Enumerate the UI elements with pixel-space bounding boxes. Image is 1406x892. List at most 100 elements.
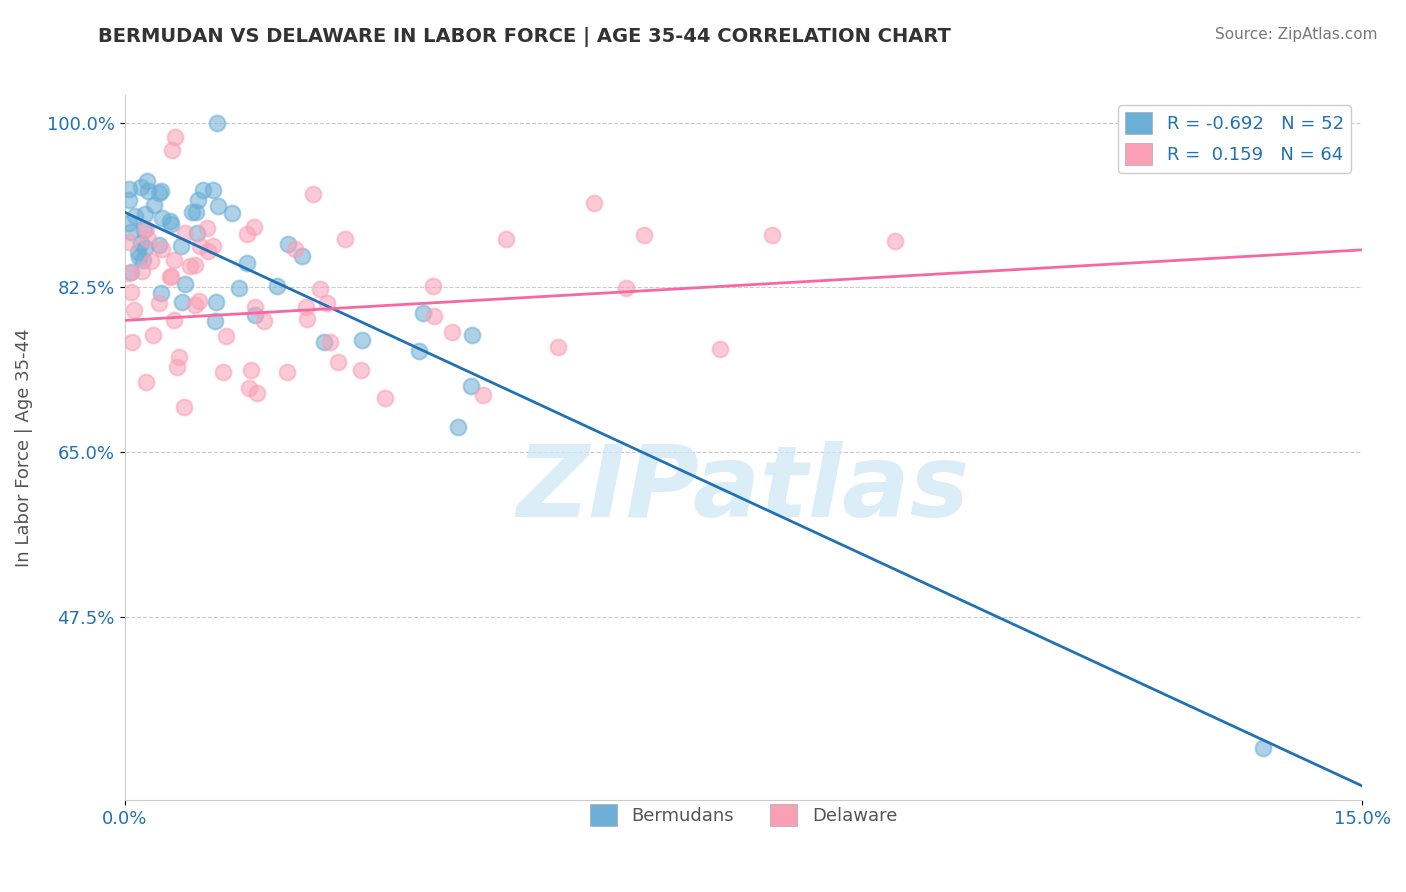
Y-axis label: In Labor Force | Age 35-44: In Labor Force | Age 35-44 [15, 328, 32, 566]
Point [350, 363, 373, 377]
Point [221, 206, 243, 220]
Point [333, 232, 356, 246]
Point [150, 211, 173, 226]
Point [118, 193, 141, 207]
Point [202, 183, 225, 197]
Point [142, 327, 165, 342]
Point [207, 116, 229, 130]
Point [163, 313, 186, 327]
Point [235, 256, 257, 270]
Point [148, 186, 170, 200]
Point [295, 300, 318, 314]
Point [246, 386, 269, 401]
Point [495, 232, 517, 246]
Point [215, 329, 238, 343]
Point [374, 391, 396, 405]
Point [290, 249, 312, 263]
Point [174, 277, 197, 291]
Point [166, 359, 188, 374]
Point [184, 204, 207, 219]
Point [120, 285, 142, 299]
Point [211, 365, 233, 379]
Point [884, 234, 907, 248]
Point [188, 294, 211, 309]
Point [135, 174, 157, 188]
Point [163, 252, 186, 267]
Point [187, 193, 209, 207]
Point [441, 325, 464, 339]
Point [120, 225, 142, 239]
Point [118, 266, 141, 280]
Point [447, 420, 470, 434]
Point [277, 236, 299, 251]
Point [204, 295, 226, 310]
Point [243, 309, 266, 323]
Point [1253, 741, 1275, 756]
Point [160, 218, 183, 232]
Point [408, 344, 430, 359]
Point [184, 258, 207, 272]
Point [309, 282, 332, 296]
Point [121, 335, 143, 350]
Point [316, 295, 339, 310]
Point [460, 328, 482, 343]
Point [132, 252, 155, 267]
Point [149, 285, 172, 300]
Text: Source: ZipAtlas.com: Source: ZipAtlas.com [1215, 27, 1378, 42]
Point [547, 339, 569, 353]
Point [243, 220, 266, 235]
Point [312, 334, 335, 349]
Point [295, 312, 318, 326]
Point [326, 354, 349, 368]
Point [276, 365, 298, 379]
Point [160, 269, 183, 284]
Point [284, 242, 307, 256]
Point [184, 298, 207, 312]
Point [150, 243, 173, 257]
Point [301, 186, 323, 201]
Point [253, 313, 276, 327]
Point [118, 182, 141, 196]
Point [191, 184, 214, 198]
Point [160, 144, 183, 158]
Legend: Bermudans, Delaware: Bermudans, Delaware [582, 797, 904, 833]
Point [120, 265, 142, 279]
Point [136, 184, 159, 198]
Point [131, 235, 153, 250]
Point [471, 388, 494, 402]
Point [583, 195, 606, 210]
Point [174, 227, 197, 241]
Point [128, 250, 150, 264]
Point [243, 300, 266, 314]
Point [228, 281, 250, 295]
Point [633, 227, 655, 242]
Point [148, 238, 170, 252]
Point [352, 334, 374, 348]
Point [136, 232, 159, 246]
Point [127, 244, 149, 259]
Point [179, 259, 201, 273]
Point [167, 350, 190, 364]
Point [134, 241, 156, 255]
Point [195, 221, 218, 235]
Point [614, 281, 637, 295]
Point [134, 207, 156, 221]
Point [148, 296, 170, 310]
Point [188, 239, 211, 253]
Point [460, 378, 482, 392]
Point [204, 314, 226, 328]
Point [118, 216, 141, 230]
Point [159, 270, 181, 285]
Point [131, 180, 153, 194]
Point [207, 199, 229, 213]
Point [238, 381, 260, 395]
Point [423, 310, 446, 324]
Point [135, 222, 157, 236]
Point [197, 244, 219, 259]
Point [124, 209, 146, 223]
Point [181, 205, 204, 219]
Point [412, 306, 434, 320]
Point [169, 238, 191, 252]
Point [135, 376, 157, 390]
Point [159, 213, 181, 227]
